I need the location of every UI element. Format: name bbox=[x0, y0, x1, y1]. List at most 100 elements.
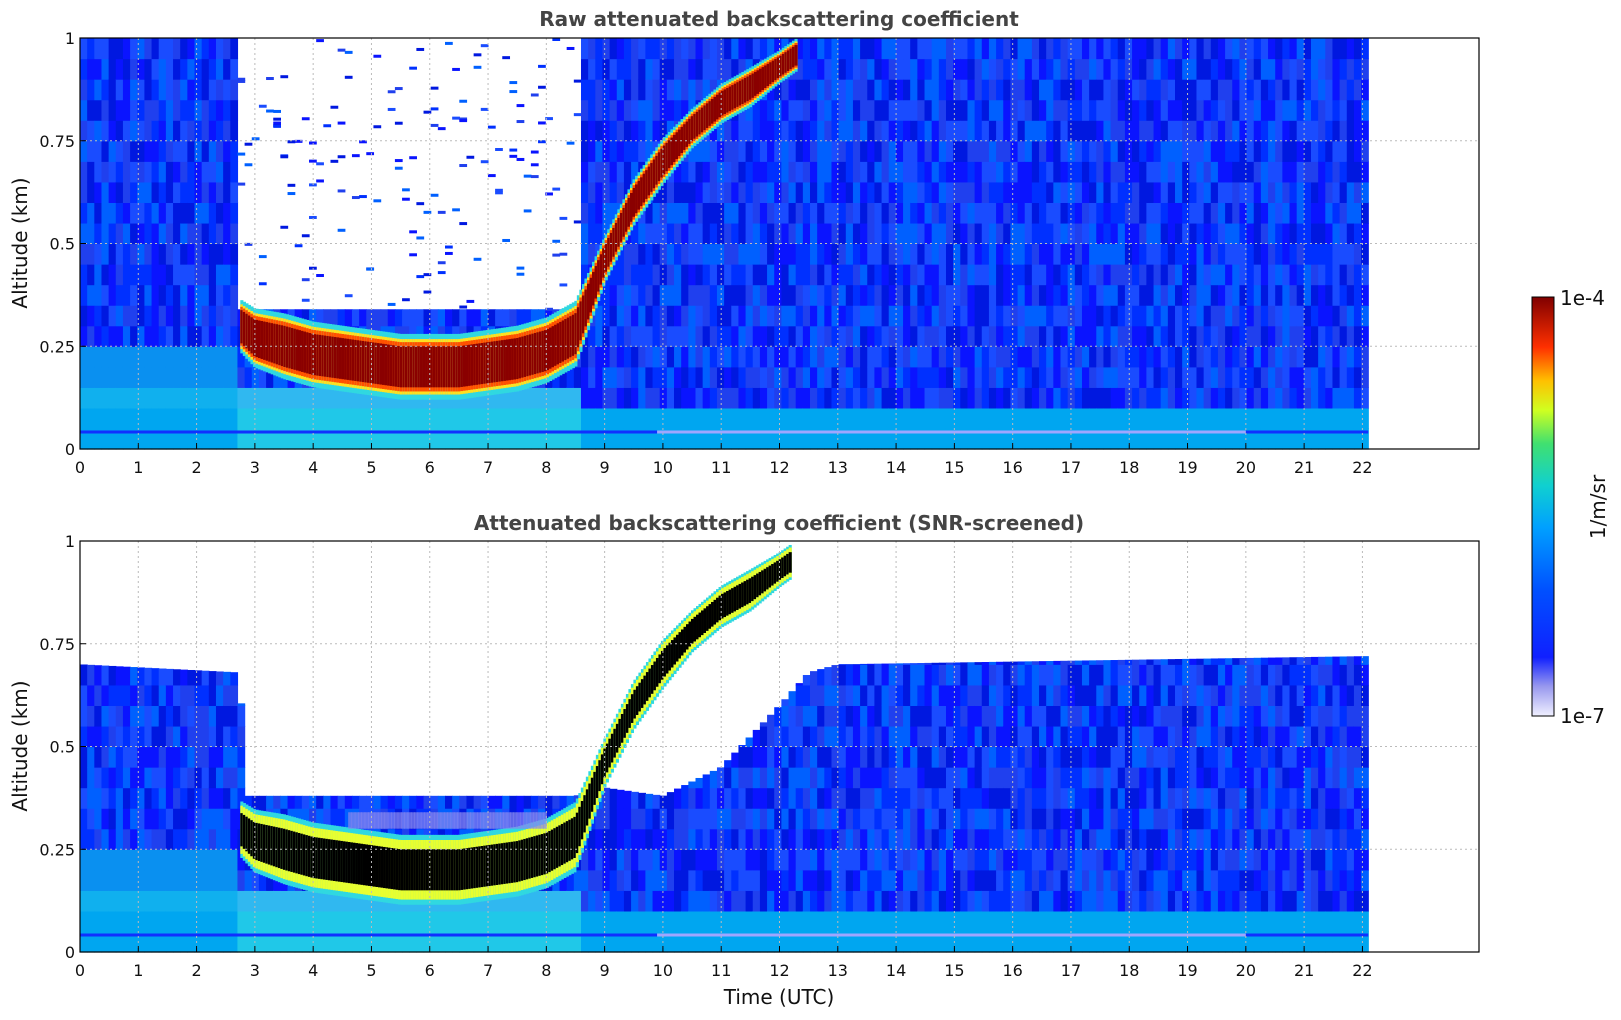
noise-speckle bbox=[487, 125, 496, 129]
heatmap-cell bbox=[144, 387, 153, 409]
heatmap-cell bbox=[115, 58, 124, 80]
heatmap-cell bbox=[230, 767, 239, 789]
heatmap-cell bbox=[330, 309, 339, 327]
heatmap-cell bbox=[94, 849, 103, 871]
heatmap-cell bbox=[187, 705, 196, 727]
heatmap-cell bbox=[903, 58, 911, 80]
heatmap-cell bbox=[1175, 120, 1183, 142]
heatmap-cell bbox=[1182, 79, 1190, 101]
heatmap-cell bbox=[724, 407, 732, 430]
heatmap-cell bbox=[860, 99, 868, 121]
heatmap-cell bbox=[974, 202, 983, 224]
heatmap-cell bbox=[738, 140, 747, 162]
heatmap-cell bbox=[437, 910, 446, 933]
heatmap-cell bbox=[359, 795, 367, 809]
heatmap-cell bbox=[1210, 387, 1219, 409]
heatmap-cell bbox=[1268, 346, 1276, 368]
heatmap-cell bbox=[194, 670, 203, 686]
heatmap-cell bbox=[1289, 99, 1298, 121]
heatmap-cell bbox=[495, 910, 503, 933]
heatmap-cell bbox=[1139, 58, 1147, 80]
heatmap-cell bbox=[903, 243, 911, 265]
heatmap-cell bbox=[280, 931, 289, 953]
heatmap-cell bbox=[974, 243, 983, 265]
heatmap-cell bbox=[695, 849, 704, 871]
heatmap-cell bbox=[1167, 99, 1176, 121]
heatmap-cell bbox=[187, 58, 196, 80]
heatmap-cell bbox=[588, 387, 596, 409]
layer-cell bbox=[318, 334, 322, 376]
heatmap-cell bbox=[538, 910, 546, 933]
heatmap-cell bbox=[1325, 264, 1334, 286]
heatmap-cell bbox=[101, 407, 110, 430]
heatmap-cell bbox=[1024, 161, 1033, 183]
heatmap-cell bbox=[287, 387, 296, 409]
heatmap-cell bbox=[144, 243, 153, 265]
heatmap-cell bbox=[280, 387, 289, 409]
heatmap-cell bbox=[938, 202, 947, 224]
heatmap-cell bbox=[1110, 428, 1119, 450]
heatmap-cell bbox=[187, 407, 196, 430]
noise-speckle bbox=[273, 117, 281, 121]
heatmap-cell bbox=[1325, 181, 1334, 203]
heatmap-cell bbox=[1253, 222, 1262, 245]
heatmap-cell bbox=[1096, 99, 1105, 121]
heatmap-cell bbox=[996, 305, 1004, 327]
heatmap-cell bbox=[1132, 305, 1140, 327]
heatmap-cell bbox=[609, 325, 618, 347]
heatmap-cell bbox=[337, 309, 346, 327]
heatmap-cell bbox=[1260, 181, 1269, 203]
heatmap-cell bbox=[1024, 305, 1033, 327]
heatmap-cell bbox=[1282, 140, 1291, 162]
heatmap-cell bbox=[1210, 243, 1219, 265]
heatmap-cell bbox=[1110, 79, 1119, 101]
heatmap-cell bbox=[774, 366, 782, 388]
heatmap-cell bbox=[1275, 346, 1283, 368]
heatmap-cell bbox=[151, 79, 160, 101]
heatmap-cell bbox=[1260, 58, 1269, 80]
heatmap-cell bbox=[1024, 140, 1033, 162]
heatmap-cell bbox=[967, 161, 976, 183]
heatmap-cell bbox=[1167, 140, 1176, 162]
heatmap-cell bbox=[573, 931, 582, 953]
heatmap-cell bbox=[115, 428, 124, 450]
heatmap-cell bbox=[845, 366, 854, 388]
heatmap-cell bbox=[559, 407, 568, 430]
heatmap-cell bbox=[1325, 305, 1334, 327]
heatmap-cell bbox=[194, 808, 203, 830]
heatmap-cell bbox=[502, 309, 511, 327]
heatmap-cell bbox=[122, 79, 131, 101]
heatmap-cell bbox=[1060, 346, 1069, 368]
heatmap-cell bbox=[709, 325, 718, 347]
heatmap-cell bbox=[473, 309, 482, 327]
heatmap-cell bbox=[695, 828, 704, 850]
heatmap-cell bbox=[1089, 181, 1097, 203]
heatmap-cell bbox=[1089, 407, 1097, 430]
heatmap-cell bbox=[122, 890, 131, 912]
heatmap-cell bbox=[1060, 222, 1069, 245]
heatmap-cell bbox=[151, 58, 160, 80]
heatmap-cell bbox=[237, 931, 246, 953]
heatmap-cell bbox=[80, 243, 88, 265]
layer-cell bbox=[447, 346, 451, 388]
heatmap-cell bbox=[695, 325, 704, 347]
heatmap-cell bbox=[1182, 284, 1190, 306]
heatmap-cell bbox=[795, 325, 804, 347]
heatmap-cell bbox=[874, 120, 883, 142]
heatmap-cell bbox=[588, 910, 596, 933]
heatmap-cell bbox=[1067, 305, 1076, 327]
heatmap-cell bbox=[810, 366, 818, 388]
layer-cell bbox=[604, 242, 608, 272]
heatmap-cell bbox=[688, 222, 697, 245]
heatmap-cell bbox=[752, 428, 761, 450]
heatmap-cell bbox=[1124, 161, 1133, 183]
heatmap-cell bbox=[80, 79, 88, 101]
heatmap-cell bbox=[194, 346, 203, 368]
heatmap-cell bbox=[738, 745, 747, 748]
heatmap-cell bbox=[173, 181, 181, 203]
heatmap-cell bbox=[659, 243, 668, 265]
heatmap-cell bbox=[852, 366, 861, 388]
heatmap-cell bbox=[1361, 366, 1369, 388]
heatmap-cell bbox=[316, 890, 324, 912]
noise-speckle bbox=[344, 50, 353, 54]
